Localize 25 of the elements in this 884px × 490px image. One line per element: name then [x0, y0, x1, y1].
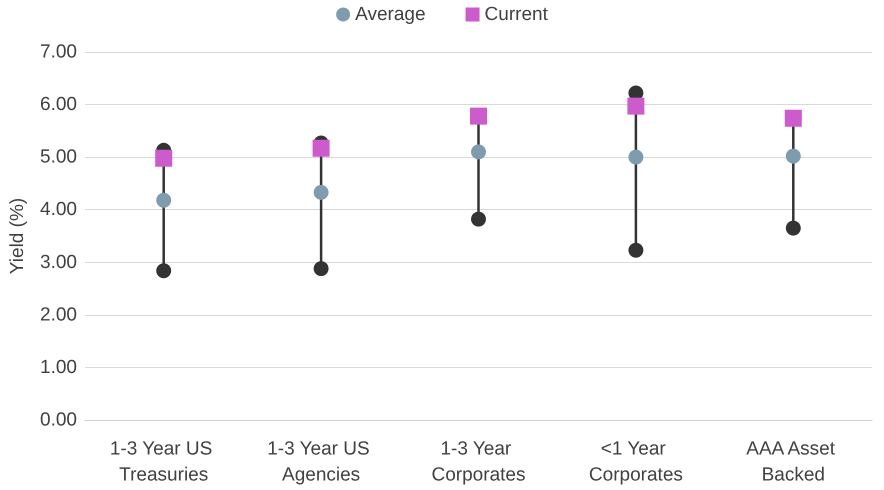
point	[628, 150, 644, 165]
legend-label: Average	[355, 4, 426, 25]
y-tick-label: 0.00	[40, 410, 77, 430]
point	[312, 140, 330, 157]
y-tick-label: 6.00	[40, 94, 77, 116]
point	[627, 98, 644, 115]
x-tick-label: 1-3 Year US Treasuries	[110, 438, 218, 486]
x-tick-label: 1-3 Year US Agencies	[267, 438, 375, 486]
y-tick-label: 2.00	[40, 304, 77, 326]
point	[471, 144, 486, 160]
x-tick-label: AAA Asset Backed	[746, 438, 840, 486]
y-tick-label: 4.00	[40, 199, 77, 220]
point	[156, 192, 172, 208]
y-axis-title: Yield (%)	[7, 198, 28, 274]
y-tick-label: 7.00	[40, 42, 77, 62]
y-tick-label: 3.00	[40, 252, 77, 273]
x-tick-label: <1 Year Corporates	[588, 438, 683, 486]
x-tick-label: 1-3 Year Corporates	[432, 438, 526, 486]
point	[786, 148, 801, 164]
point	[155, 150, 172, 167]
point	[156, 263, 172, 278]
y-tick-label: 5.00	[40, 146, 77, 168]
point	[314, 184, 329, 200]
legend-label: Current	[484, 4, 549, 25]
y-tick-label: 1.00	[40, 356, 77, 378]
